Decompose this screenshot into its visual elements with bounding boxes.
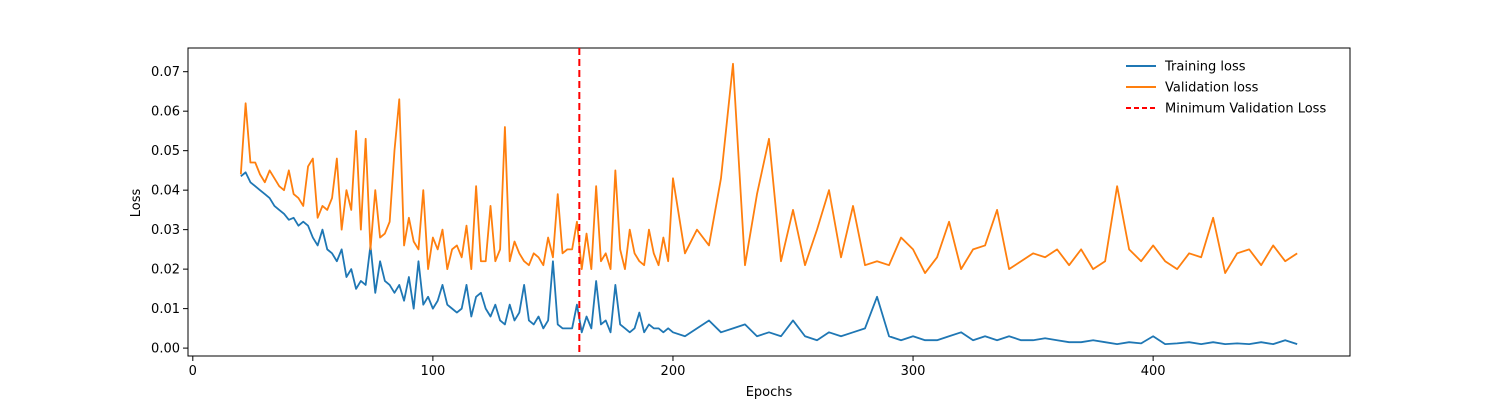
x-tick-label: 300: [901, 364, 926, 379]
series-layer: [239, 62, 1298, 346]
x-axis: 0 100 200 300 400: [189, 356, 1166, 379]
y-axis-label: Loss: [129, 189, 144, 218]
series-line-validation-loss: [239, 62, 1298, 274]
y-tick-label: 0.05: [151, 144, 180, 159]
y-tick-label: 0.07: [151, 65, 180, 80]
series-line-training-loss: [240, 171, 1298, 346]
x-axis-label: Epochs: [746, 385, 793, 400]
x-tick-label: 0: [189, 364, 197, 379]
legend-label: Training loss: [1164, 60, 1246, 75]
plot-area-frame: [187, 47, 1351, 357]
y-tick-label: 0.03: [151, 223, 180, 238]
legend-label: Minimum Validation Loss: [1165, 102, 1326, 117]
x-tick-label: 200: [661, 364, 686, 379]
x-tick-label: 400: [1141, 364, 1166, 379]
y-axis: 0.00 0.01 0.02 0.03 0.04 0.05 0.06 0.07: [151, 65, 188, 357]
legend: Training loss Validation loss Minimum Vali…: [1126, 60, 1326, 117]
y-tick-label: 0.00: [151, 342, 180, 357]
y-tick-label: 0.06: [151, 105, 180, 120]
x-tick-label: 100: [420, 364, 445, 379]
y-tick-label: 0.01: [151, 302, 180, 317]
y-tick-label: 0.04: [151, 184, 180, 199]
y-tick-label: 0.02: [151, 263, 180, 278]
legend-label: Validation loss: [1165, 81, 1259, 96]
